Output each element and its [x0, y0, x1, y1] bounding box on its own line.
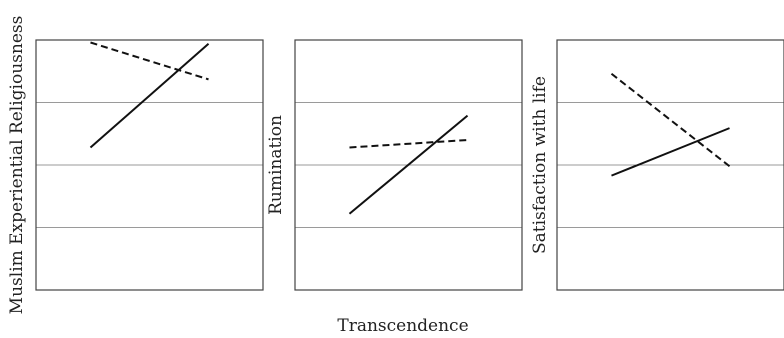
y-axis-label: Muslim Experiential Religiousness [7, 16, 27, 315]
shared-x-axis-label: Transcendence [337, 316, 468, 336]
y-axis-label: Satisfaction with life [530, 76, 550, 254]
series-line-solid [611, 127, 730, 177]
chart-panel-3: Satisfaction with life [530, 39, 784, 291]
plot-frame [35, 39, 264, 291]
series-line-dashed [349, 139, 468, 149]
series-line-dashed [90, 41, 209, 81]
y-axis-label: Rumination [266, 115, 286, 215]
chart-panel-2: Rumination [266, 39, 523, 291]
series-line-solid [348, 114, 469, 215]
series-line-solid [89, 42, 210, 149]
plot-frame [556, 39, 784, 291]
chart-panel-1: Muslim Experiential Religiousness [7, 16, 264, 315]
series-line-dashed [610, 72, 731, 168]
plot-frame [294, 39, 523, 291]
panels: Muslim Experiential Religiousness Ruminat… [7, 16, 784, 315]
